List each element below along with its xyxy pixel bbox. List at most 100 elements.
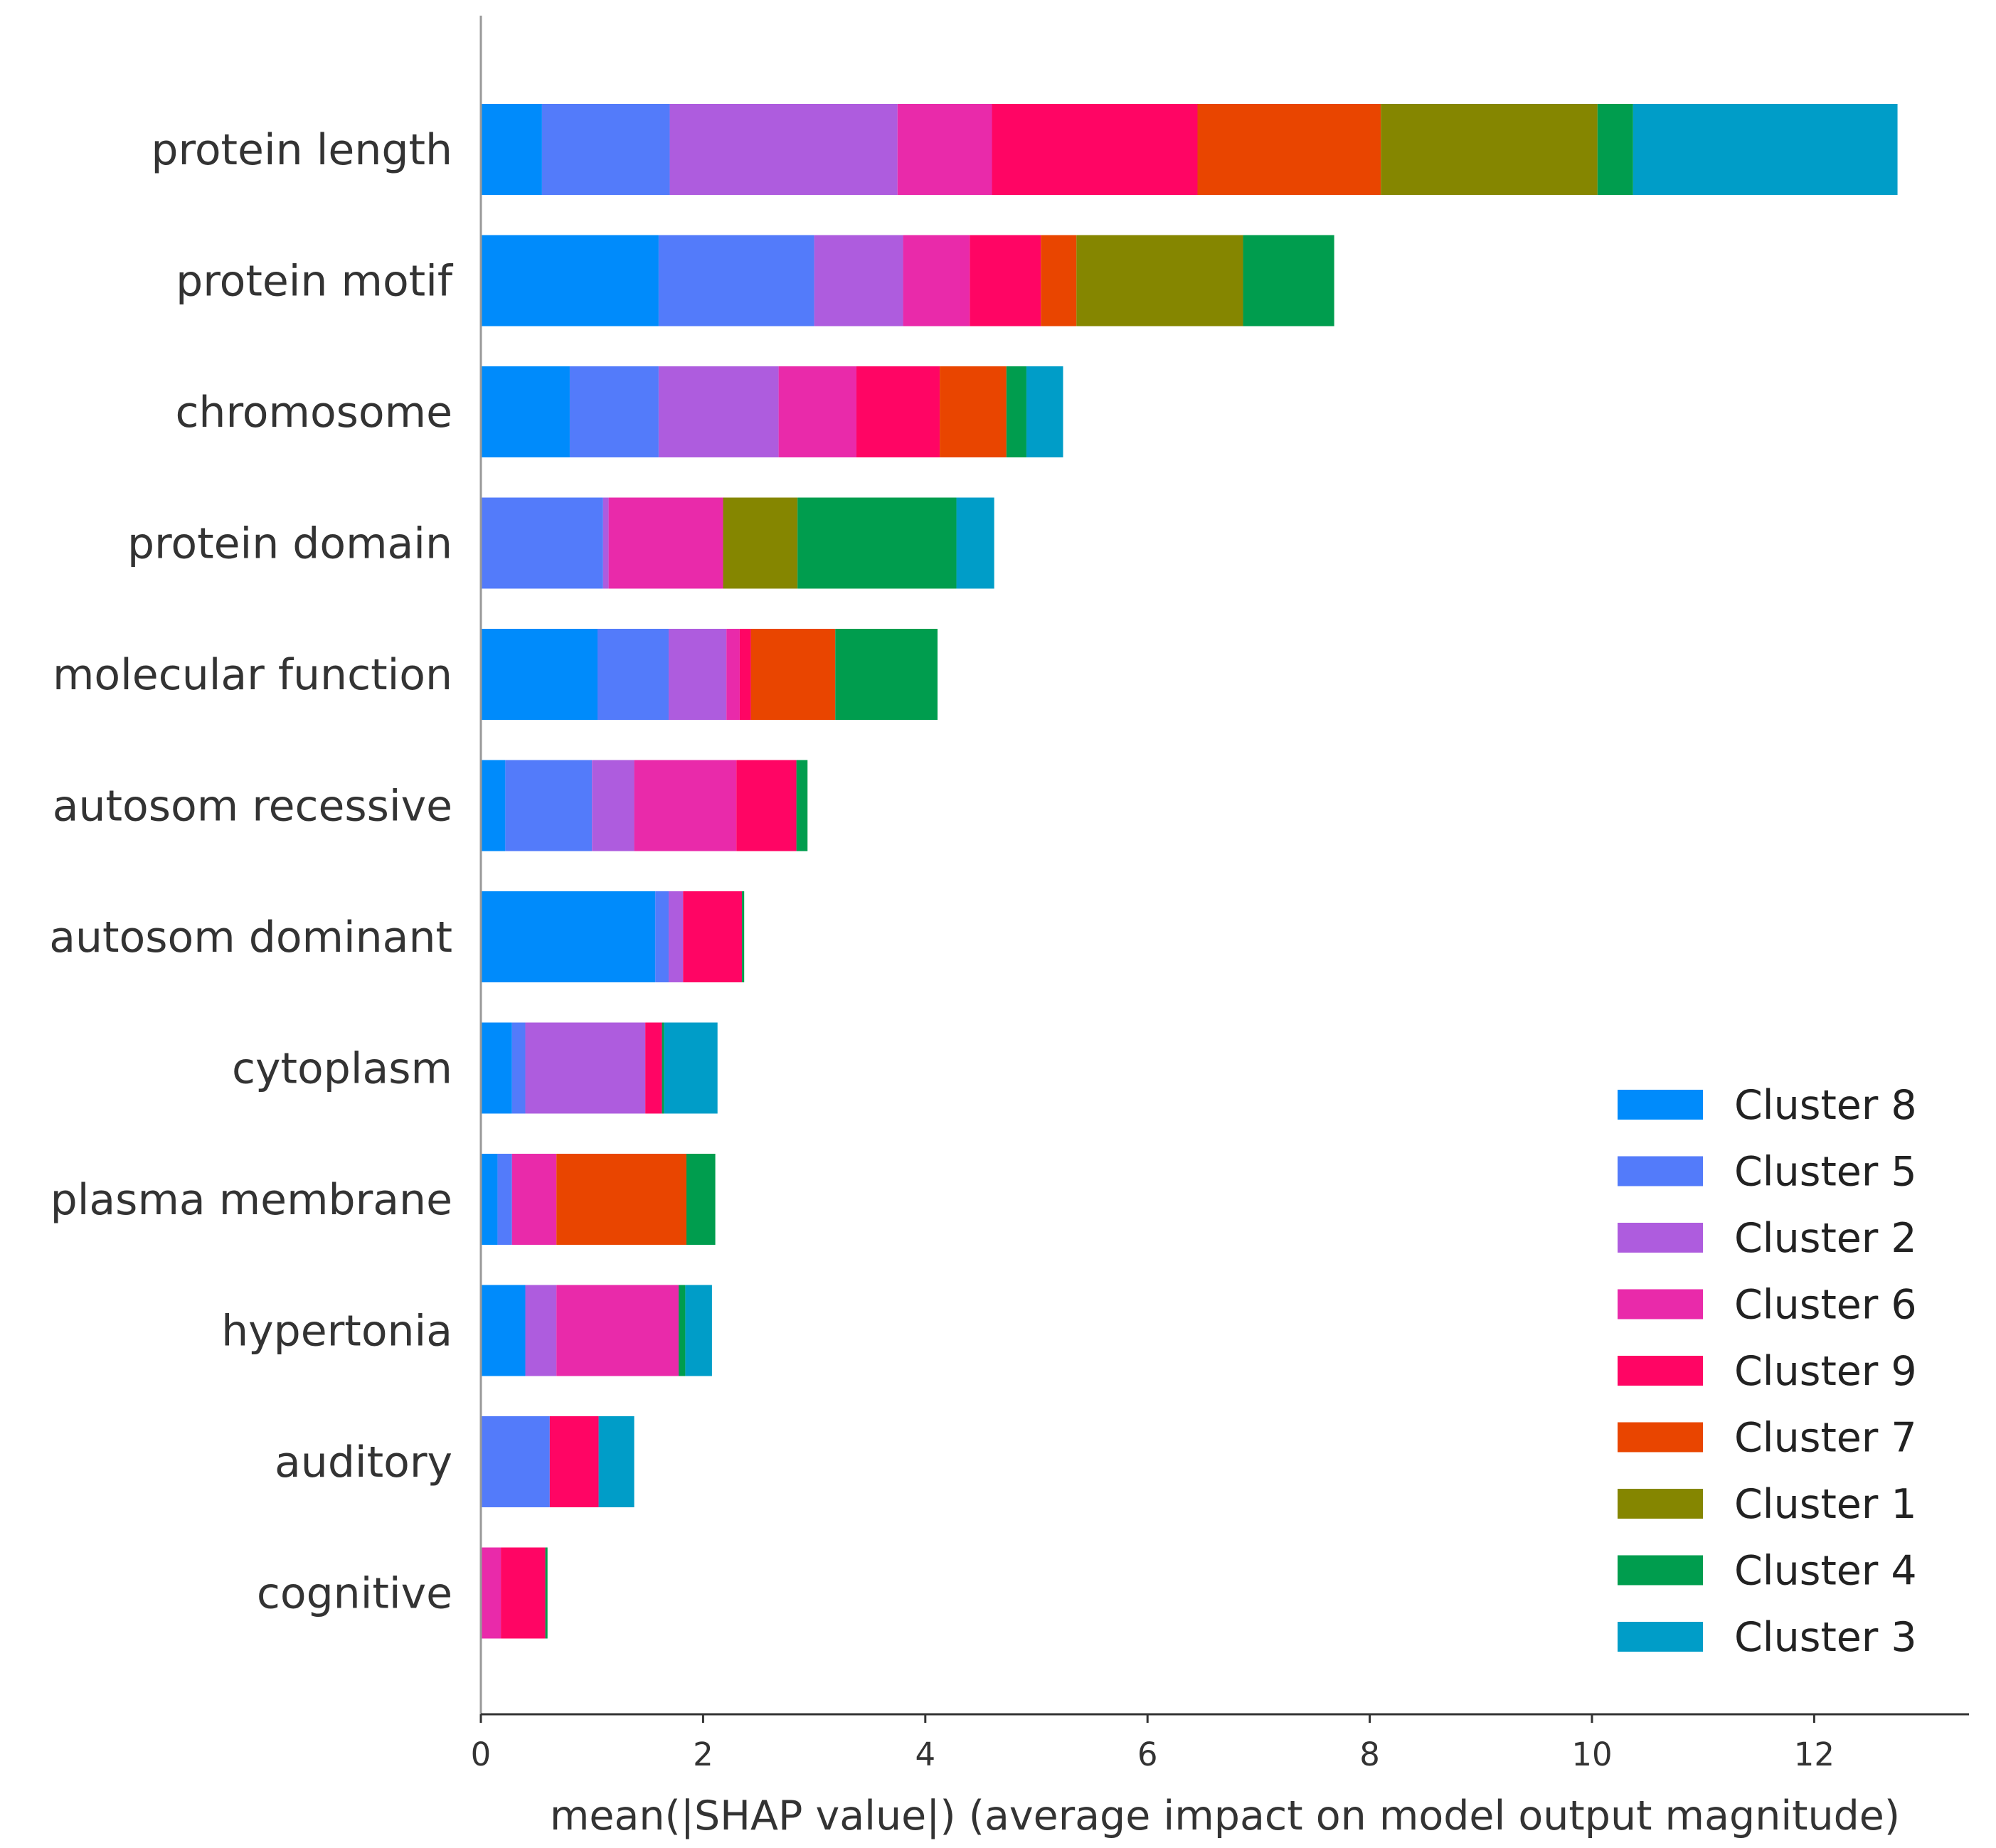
bar-protein-motif-cluster-9	[970, 235, 1041, 326]
bar-autosom-dominant-cluster-2	[668, 891, 684, 982]
bar-cytoplasm-cluster-5	[511, 1022, 526, 1114]
bar-protein-length-cluster-2	[669, 104, 898, 195]
bar-autosom-recessive-cluster-9	[736, 760, 797, 851]
bar-hypertonia-cluster-6	[556, 1285, 679, 1376]
legend-label-cluster-6: Cluster 6	[1734, 1282, 1917, 1329]
bar-molecular-function-cluster-8	[481, 629, 598, 720]
bar-molecular-function-cluster-2	[668, 629, 727, 720]
x-tick-label: 6	[1137, 1736, 1158, 1773]
bar-chromosome-cluster-8	[481, 366, 570, 457]
bar-autosom-recessive-cluster-2	[592, 760, 635, 851]
legend-swatch-cluster-4	[1618, 1555, 1703, 1586]
bar-cognitive-cluster-6	[481, 1547, 501, 1639]
bar-chromosome-cluster-9	[856, 366, 940, 457]
bar-protein-length-cluster-7	[1197, 104, 1381, 195]
bar-protein-length-cluster-6	[897, 104, 992, 195]
y-label-autosom-recessive: autosom recessive	[53, 782, 452, 832]
bar-plasma-membrane-cluster-7	[556, 1154, 686, 1245]
bar-molecular-function-cluster-6	[726, 629, 740, 720]
legend-swatch-cluster-2	[1618, 1223, 1703, 1253]
legend-label-cluster-7: Cluster 7	[1734, 1415, 1917, 1462]
y-label-auditory: auditory	[275, 1438, 452, 1487]
y-label-plasma-membrane: plasma membrane	[51, 1175, 452, 1225]
bar-chromosome-cluster-7	[940, 366, 1007, 457]
bar-protein-length-cluster-9	[992, 104, 1198, 195]
bar-auditory-cluster-3	[598, 1416, 635, 1507]
bar-protein-domain-cluster-3	[956, 497, 994, 589]
bar-protein-length-cluster-8	[481, 104, 542, 195]
bar-hypertonia-cluster-2	[525, 1285, 557, 1376]
legend-label-cluster-3: Cluster 3	[1734, 1614, 1917, 1661]
bar-protein-length-cluster-1	[1381, 104, 1598, 195]
bar-molecular-function-cluster-4	[835, 629, 938, 720]
y-label-molecular-function: molecular function	[53, 650, 452, 700]
bars-group	[481, 104, 1898, 1639]
bar-cytoplasm-cluster-4	[662, 1022, 664, 1114]
bar-cognitive-cluster-4	[545, 1547, 548, 1639]
x-ticks: 0 2 4 6 8 10 12	[471, 1714, 1835, 1773]
bar-autosom-dominant-cluster-5	[655, 891, 669, 982]
y-label-autosom-dominant: autosom dominant	[49, 913, 452, 962]
bar-protein-domain-cluster-4	[797, 497, 957, 589]
bar-protein-motif-cluster-7	[1041, 235, 1077, 326]
bar-plasma-membrane-cluster-4	[686, 1154, 716, 1245]
bar-protein-domain-cluster-5	[481, 497, 603, 589]
bar-chromosome-cluster-6	[778, 366, 856, 457]
bar-chromosome-cluster-2	[658, 366, 779, 457]
bar-autosom-dominant-cluster-4	[742, 891, 745, 982]
bar-plasma-membrane-cluster-6	[511, 1154, 557, 1245]
bar-protein-motif-cluster-1	[1076, 235, 1243, 326]
bar-protein-domain-cluster-1	[723, 497, 798, 589]
bar-cytoplasm-cluster-9	[645, 1022, 662, 1114]
x-tick-label: 2	[693, 1736, 713, 1773]
bar-plasma-membrane-cluster-5	[497, 1154, 512, 1245]
y-label-protein-length: protein length	[151, 125, 452, 175]
bar-protein-domain-cluster-2	[602, 497, 609, 589]
legend-label-cluster-5: Cluster 5	[1734, 1149, 1917, 1196]
legend-swatch-cluster-9	[1618, 1356, 1703, 1386]
bar-auditory-cluster-5	[481, 1416, 550, 1507]
y-label-protein-motif: protein motif	[176, 257, 454, 307]
bar-autosom-dominant-cluster-8	[481, 891, 656, 982]
bar-hypertonia-cluster-4	[679, 1285, 686, 1376]
bar-protein-motif-cluster-5	[658, 235, 814, 326]
legend-label-cluster-1: Cluster 1	[1734, 1481, 1917, 1528]
x-axis-label: mean(|SHAP value|) (average impact on mo…	[550, 1793, 1900, 1839]
bar-protein-length-cluster-4	[1597, 104, 1633, 195]
x-tick-label: 8	[1359, 1736, 1380, 1773]
legend-swatch-cluster-8	[1618, 1090, 1703, 1120]
bar-autosom-recessive-cluster-8	[481, 760, 506, 851]
bar-autosom-recessive-cluster-6	[634, 760, 737, 851]
y-label-hypertonia: hypertonia	[221, 1307, 452, 1356]
legend-label-cluster-2: Cluster 2	[1734, 1215, 1917, 1262]
bar-protein-length-cluster-5	[541, 104, 670, 195]
bar-autosom-dominant-cluster-9	[683, 891, 743, 982]
legend-swatch-cluster-5	[1618, 1156, 1703, 1186]
bar-protein-motif-cluster-2	[814, 235, 903, 326]
bar-chromosome-cluster-4	[1006, 366, 1026, 457]
bar-molecular-function-cluster-9	[739, 629, 751, 720]
x-tick-label: 12	[1794, 1736, 1835, 1773]
legend-swatch-cluster-7	[1618, 1422, 1703, 1453]
bar-auditory-cluster-9	[549, 1416, 599, 1507]
bar-protein-motif-cluster-6	[903, 235, 970, 326]
y-tick-labels: protein length protein motif chromosome pro…	[49, 125, 454, 1619]
legend-swatch-cluster-6	[1618, 1289, 1703, 1319]
bar-autosom-recessive-cluster-4	[796, 760, 808, 851]
y-label-chromosome: chromosome	[175, 388, 452, 437]
y-label-cytoplasm: cytoplasm	[232, 1044, 452, 1094]
x-tick-label: 0	[471, 1736, 492, 1773]
bar-hypertonia-cluster-3	[685, 1285, 712, 1376]
bar-cognitive-cluster-9	[501, 1547, 546, 1639]
bar-protein-length-cluster-3	[1633, 104, 1898, 195]
bar-cytoplasm-cluster-8	[481, 1022, 512, 1114]
bar-protein-motif-cluster-4	[1243, 235, 1334, 326]
bar-protein-domain-cluster-6	[608, 497, 723, 589]
bar-plasma-membrane-cluster-8	[481, 1154, 498, 1245]
legend-label-cluster-9: Cluster 9	[1734, 1348, 1917, 1395]
bar-cytoplasm-cluster-3	[664, 1022, 718, 1114]
bar-chromosome-cluster-3	[1026, 366, 1063, 457]
bar-hypertonia-cluster-8	[481, 1285, 526, 1376]
legend-swatch-cluster-3	[1618, 1622, 1703, 1652]
